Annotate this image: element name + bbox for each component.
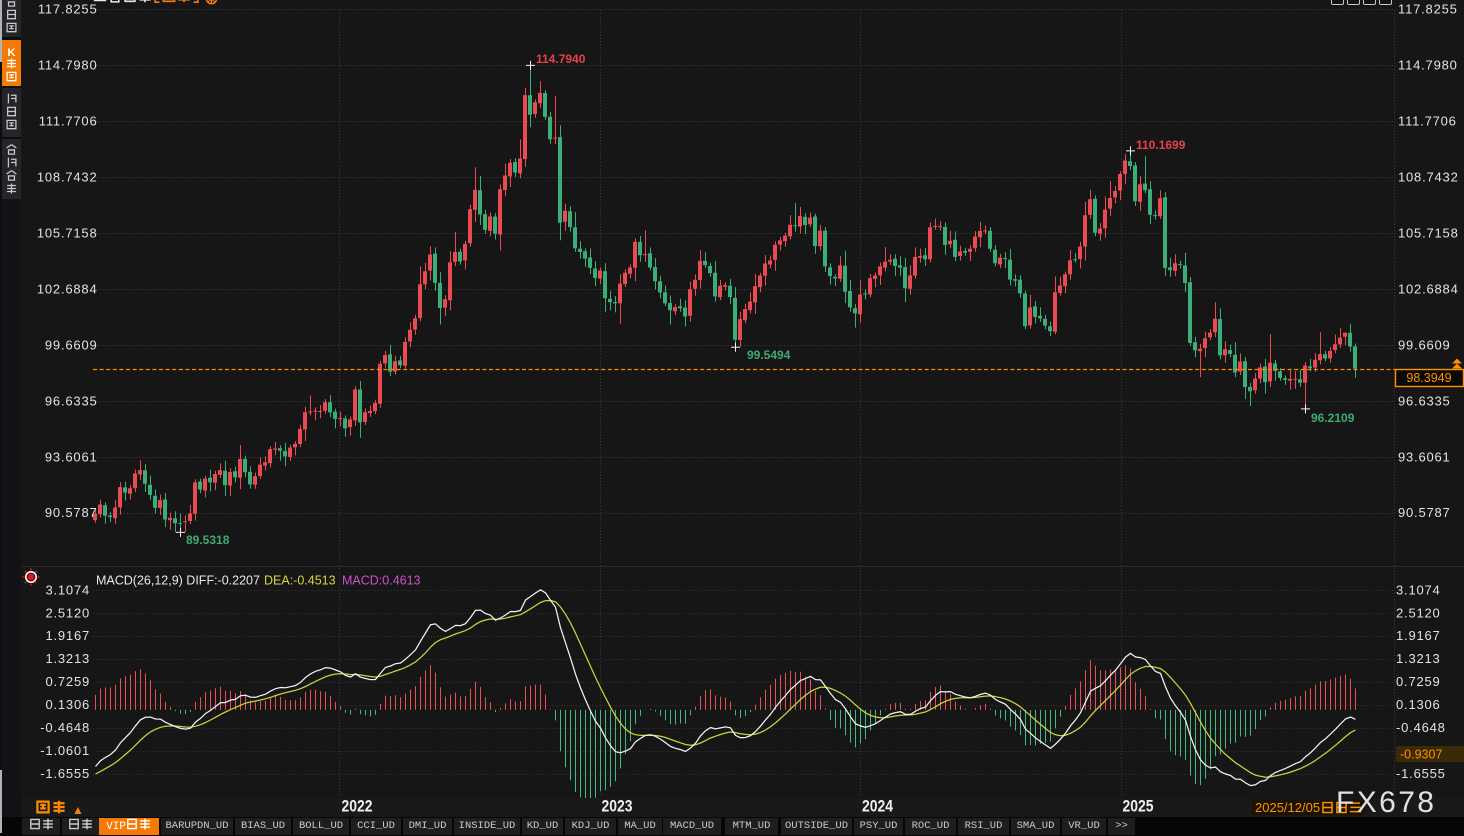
svg-text:-1.6555: -1.6555 [40,766,90,781]
svg-text:96.2109: 96.2109 [1311,411,1355,425]
svg-text:MACD(26,12,9) DIFF:-0.2207: MACD(26,12,9) DIFF:-0.2207 [96,574,260,588]
svg-text:108.7432: 108.7432 [37,170,98,185]
svg-text:98.3949: 98.3949 [1406,371,1451,385]
svg-text:-1.6555: -1.6555 [1396,766,1446,781]
svg-text:-0.4648: -0.4648 [1396,720,1446,735]
svg-text:99.5494: 99.5494 [747,348,791,362]
svg-text:2024: 2024 [862,798,894,816]
svg-text:114.7980: 114.7980 [38,58,98,73]
svg-text:99.6609: 99.6609 [1398,337,1451,352]
svg-text:96.6335: 96.6335 [1398,393,1451,408]
svg-text:111.7706: 111.7706 [1398,114,1457,129]
svg-text:114.7980: 114.7980 [1398,58,1458,73]
svg-text:105.7158: 105.7158 [37,225,98,240]
svg-text:111.7706: 111.7706 [39,114,98,129]
svg-text:93.6061: 93.6061 [1398,449,1451,464]
svg-text:90.5787: 90.5787 [1398,505,1451,520]
svg-text:93.6061: 93.6061 [45,449,98,464]
svg-text:1.9167: 1.9167 [1396,628,1441,643]
svg-text:3.1074: 3.1074 [1396,582,1441,597]
svg-text:102.6884: 102.6884 [37,281,98,296]
svg-text:2.5120: 2.5120 [45,605,90,620]
svg-text:0.7259: 0.7259 [1396,674,1441,689]
svg-text:117.8255: 117.8255 [38,2,98,17]
svg-text:90.5787: 90.5787 [45,505,98,520]
svg-text:1.3213: 1.3213 [1396,651,1441,666]
svg-text:105.7158: 105.7158 [1398,225,1459,240]
svg-text:2025: 2025 [1123,798,1154,816]
svg-text:3.1074: 3.1074 [45,582,90,597]
svg-text:89.5318: 89.5318 [186,533,230,547]
svg-text:1.9167: 1.9167 [45,628,90,643]
svg-text:108.7432: 108.7432 [1398,170,1459,185]
svg-text:-0.4648: -0.4648 [40,720,90,735]
svg-text:2023: 2023 [602,798,633,816]
svg-text:-0.9307: -0.9307 [1400,748,1442,762]
svg-text:-1.0601: -1.0601 [40,743,90,758]
svg-text:1.3213: 1.3213 [45,651,90,666]
svg-text:99.6609: 99.6609 [45,337,98,352]
svg-text:0.1306: 0.1306 [1396,697,1441,712]
svg-text:117.8255: 117.8255 [1398,2,1458,17]
svg-text:2.5120: 2.5120 [1396,605,1441,620]
svg-text:2022: 2022 [342,798,373,816]
svg-text:102.6884: 102.6884 [1398,281,1459,296]
svg-text:DEA:-0.4513: DEA:-0.4513 [264,574,336,588]
svg-text:0.1306: 0.1306 [45,697,90,712]
svg-text:96.6335: 96.6335 [45,393,98,408]
svg-text:0.7259: 0.7259 [45,674,90,689]
svg-text:MACD:0.4613: MACD:0.4613 [342,574,421,588]
svg-text:114.7940: 114.7940 [536,52,586,66]
svg-text:110.1699: 110.1699 [1136,138,1186,152]
